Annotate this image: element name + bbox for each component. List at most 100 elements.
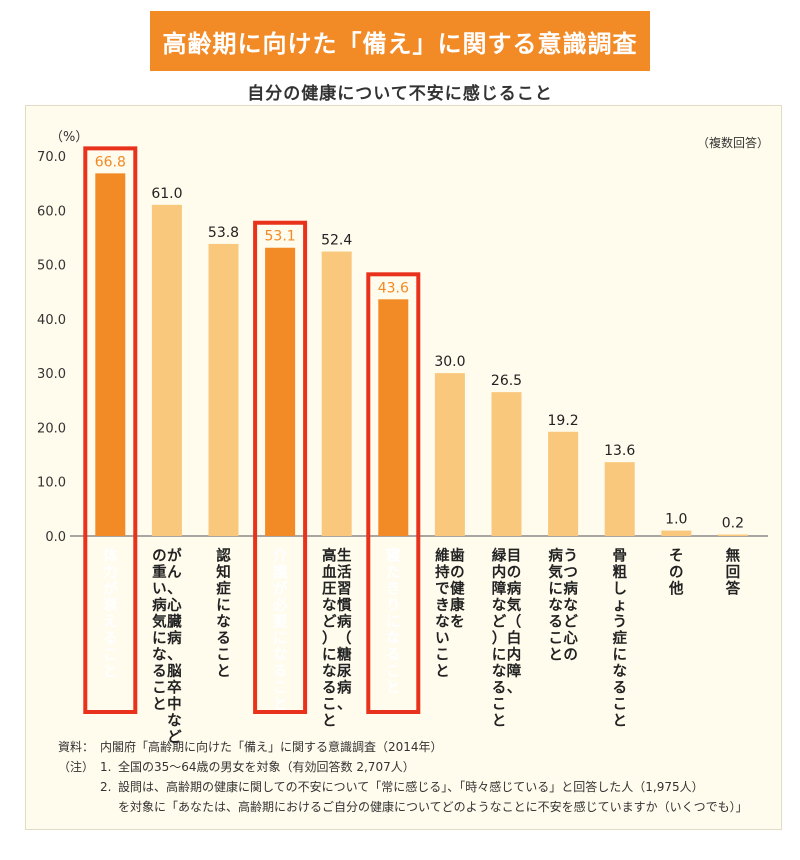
category-label-char: を xyxy=(450,613,465,630)
category-label-char: と xyxy=(386,679,401,696)
category-label-char: 病 xyxy=(337,612,352,630)
bar xyxy=(548,431,579,536)
category-label-char: 圧 xyxy=(322,580,337,597)
category-label-char: で xyxy=(435,581,450,597)
category-label-char: 生 xyxy=(337,546,352,564)
note-item-1-text: 全国の35～64歳の男女を対象（有効回答数 2,707人） xyxy=(118,760,415,774)
category-label-char: 答 xyxy=(726,579,741,597)
bar-value-label: 43.6 xyxy=(378,280,409,296)
category-label-char: ど xyxy=(167,729,182,746)
category-label-char: 介 xyxy=(272,547,288,564)
bar-value-label: 30.0 xyxy=(434,354,465,370)
category-label-char: こ xyxy=(548,631,563,647)
category-label-char: き xyxy=(435,597,450,614)
bar xyxy=(378,299,409,536)
category-label-char: 症 xyxy=(612,629,627,647)
y-tick-label: 70.0 xyxy=(37,150,66,165)
category-label-char: こ xyxy=(152,680,167,696)
category-label-char: る xyxy=(152,664,167,680)
y-tick-label: 30.0 xyxy=(37,367,66,382)
note-label: （注） xyxy=(58,760,95,774)
highlight-frame xyxy=(253,220,308,714)
category-label-char: こ xyxy=(492,697,507,713)
category-label-char: ん xyxy=(167,564,182,581)
bar-value-label: 66.8 xyxy=(95,154,126,170)
category-label-char: 無 xyxy=(726,546,741,564)
category-label-char: に xyxy=(492,647,507,663)
page-title: 高齢期に向けた「備え」に関する意識調査 xyxy=(150,11,650,71)
category-label-char: 体 xyxy=(103,546,118,564)
category-label-char: と xyxy=(435,663,450,680)
category-label-char: こ xyxy=(273,680,288,696)
category-label-char: る xyxy=(386,647,401,663)
bar xyxy=(151,204,182,536)
bar-value-label: 61.0 xyxy=(151,186,182,202)
category-label-char: な xyxy=(152,646,167,663)
category-label-char: な xyxy=(322,663,337,680)
category-label-char: の xyxy=(450,565,465,581)
bar xyxy=(661,530,692,536)
category-label-char: る xyxy=(492,680,507,696)
category-label-char: ど xyxy=(563,613,578,630)
category-label-char: そ xyxy=(669,548,684,564)
category-label-char: が xyxy=(167,546,182,564)
category-label-char: 歯 xyxy=(450,546,465,564)
bar-value-label: 19.2 xyxy=(548,413,579,429)
category-label-char: こ xyxy=(612,697,627,713)
category-label-char: な xyxy=(386,630,401,647)
bar xyxy=(434,373,465,536)
bar xyxy=(604,462,635,536)
category-label-char: 緑 xyxy=(492,546,507,564)
category-label-char: な xyxy=(273,646,288,663)
category-label-char: 持 xyxy=(435,563,450,581)
category-label-char: 護 xyxy=(273,563,288,581)
category-label-char: 気 xyxy=(548,563,563,581)
category-label-char: え xyxy=(103,613,118,630)
category-label-char: こ xyxy=(216,647,231,663)
category-label-char: （ xyxy=(337,629,352,647)
category-label-char: 障 xyxy=(507,662,522,680)
bar-value-label: 53.1 xyxy=(265,229,296,245)
category-label-char: と xyxy=(103,663,118,680)
category-label-char: と xyxy=(492,712,507,729)
category-label-char: る xyxy=(322,680,337,696)
source-text: 内閣府「高齢期に向けた「備え」に関する意識調査（2014年） xyxy=(100,740,443,754)
category-label-char: に xyxy=(548,581,563,597)
category-label-char: こ xyxy=(435,647,450,663)
category-label-char: 習 xyxy=(337,580,352,597)
category-label-char: 粗 xyxy=(612,564,627,581)
category-label-char: 心 xyxy=(167,597,182,614)
category-label-char: ） xyxy=(492,629,507,647)
category-label-char: 糖 xyxy=(337,645,352,663)
bar-value-label: 52.4 xyxy=(321,233,352,249)
chart-notes: 資料： 内閣府「高齢期に向けた「備え」に関する意識調査（2014年） （注） 1. 全… xyxy=(58,737,748,817)
y-tick-label: 60.0 xyxy=(37,204,66,219)
category-label-char: 力 xyxy=(103,563,118,581)
note-item-2-text-continued: を対象に「あなたは、高齢期におけるご自分の健康についてどのようなことに不安を感じ… xyxy=(118,800,748,814)
category-label-char: な xyxy=(216,613,231,630)
category-label-char: つ xyxy=(563,565,578,581)
category-label-char: と xyxy=(612,712,627,729)
category-label-char: に xyxy=(216,598,231,614)
category-label-char: に xyxy=(612,647,627,663)
category-label-char: が xyxy=(103,579,118,597)
category-label-char: 重 xyxy=(152,563,167,581)
bar-value-label: 26.5 xyxy=(491,373,522,389)
note-row-2: 2. 設問は、高齢期の健康に関しての不安について「常に感じる」、「時々感じている」… xyxy=(58,777,748,797)
category-label-char: 病 xyxy=(152,596,167,614)
category-label-char: 寝 xyxy=(386,546,401,564)
category-label-char: の xyxy=(152,548,167,564)
note-item-2-number: 2. xyxy=(100,780,112,794)
category-label-char: な xyxy=(435,613,450,630)
category-label-char: り xyxy=(386,597,401,614)
category-label-char: 気 xyxy=(152,612,167,630)
category-label-char: ） xyxy=(322,629,337,647)
bar-value-label: 53.8 xyxy=(208,225,239,241)
y-tick-label: 0.0 xyxy=(45,530,66,545)
category-label-char: 病 xyxy=(563,579,578,597)
category-label-char: る xyxy=(103,631,118,647)
category-label-char: る xyxy=(612,680,627,696)
y-axis-unit-label: （%） xyxy=(50,130,89,145)
y-tick-label: 20.0 xyxy=(37,421,66,436)
bar-value-label: 13.6 xyxy=(604,443,635,459)
